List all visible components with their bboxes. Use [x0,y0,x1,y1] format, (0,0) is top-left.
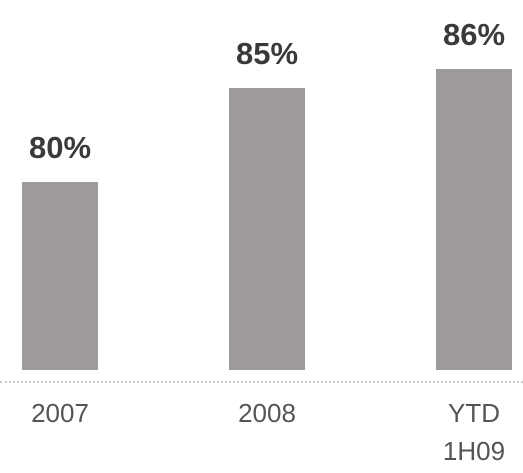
bar [22,181,98,370]
value-label: 86% [442,16,506,52]
bar [436,68,512,370]
baseline [0,381,523,383]
value-label: 85% [235,35,299,71]
x-tick-label: 2007 [31,398,89,428]
x-tick-label: YTD 1H09 [442,398,506,466]
x-tick-label: 2008 [238,398,296,428]
value-label: 80% [28,129,92,165]
bar [229,87,305,370]
